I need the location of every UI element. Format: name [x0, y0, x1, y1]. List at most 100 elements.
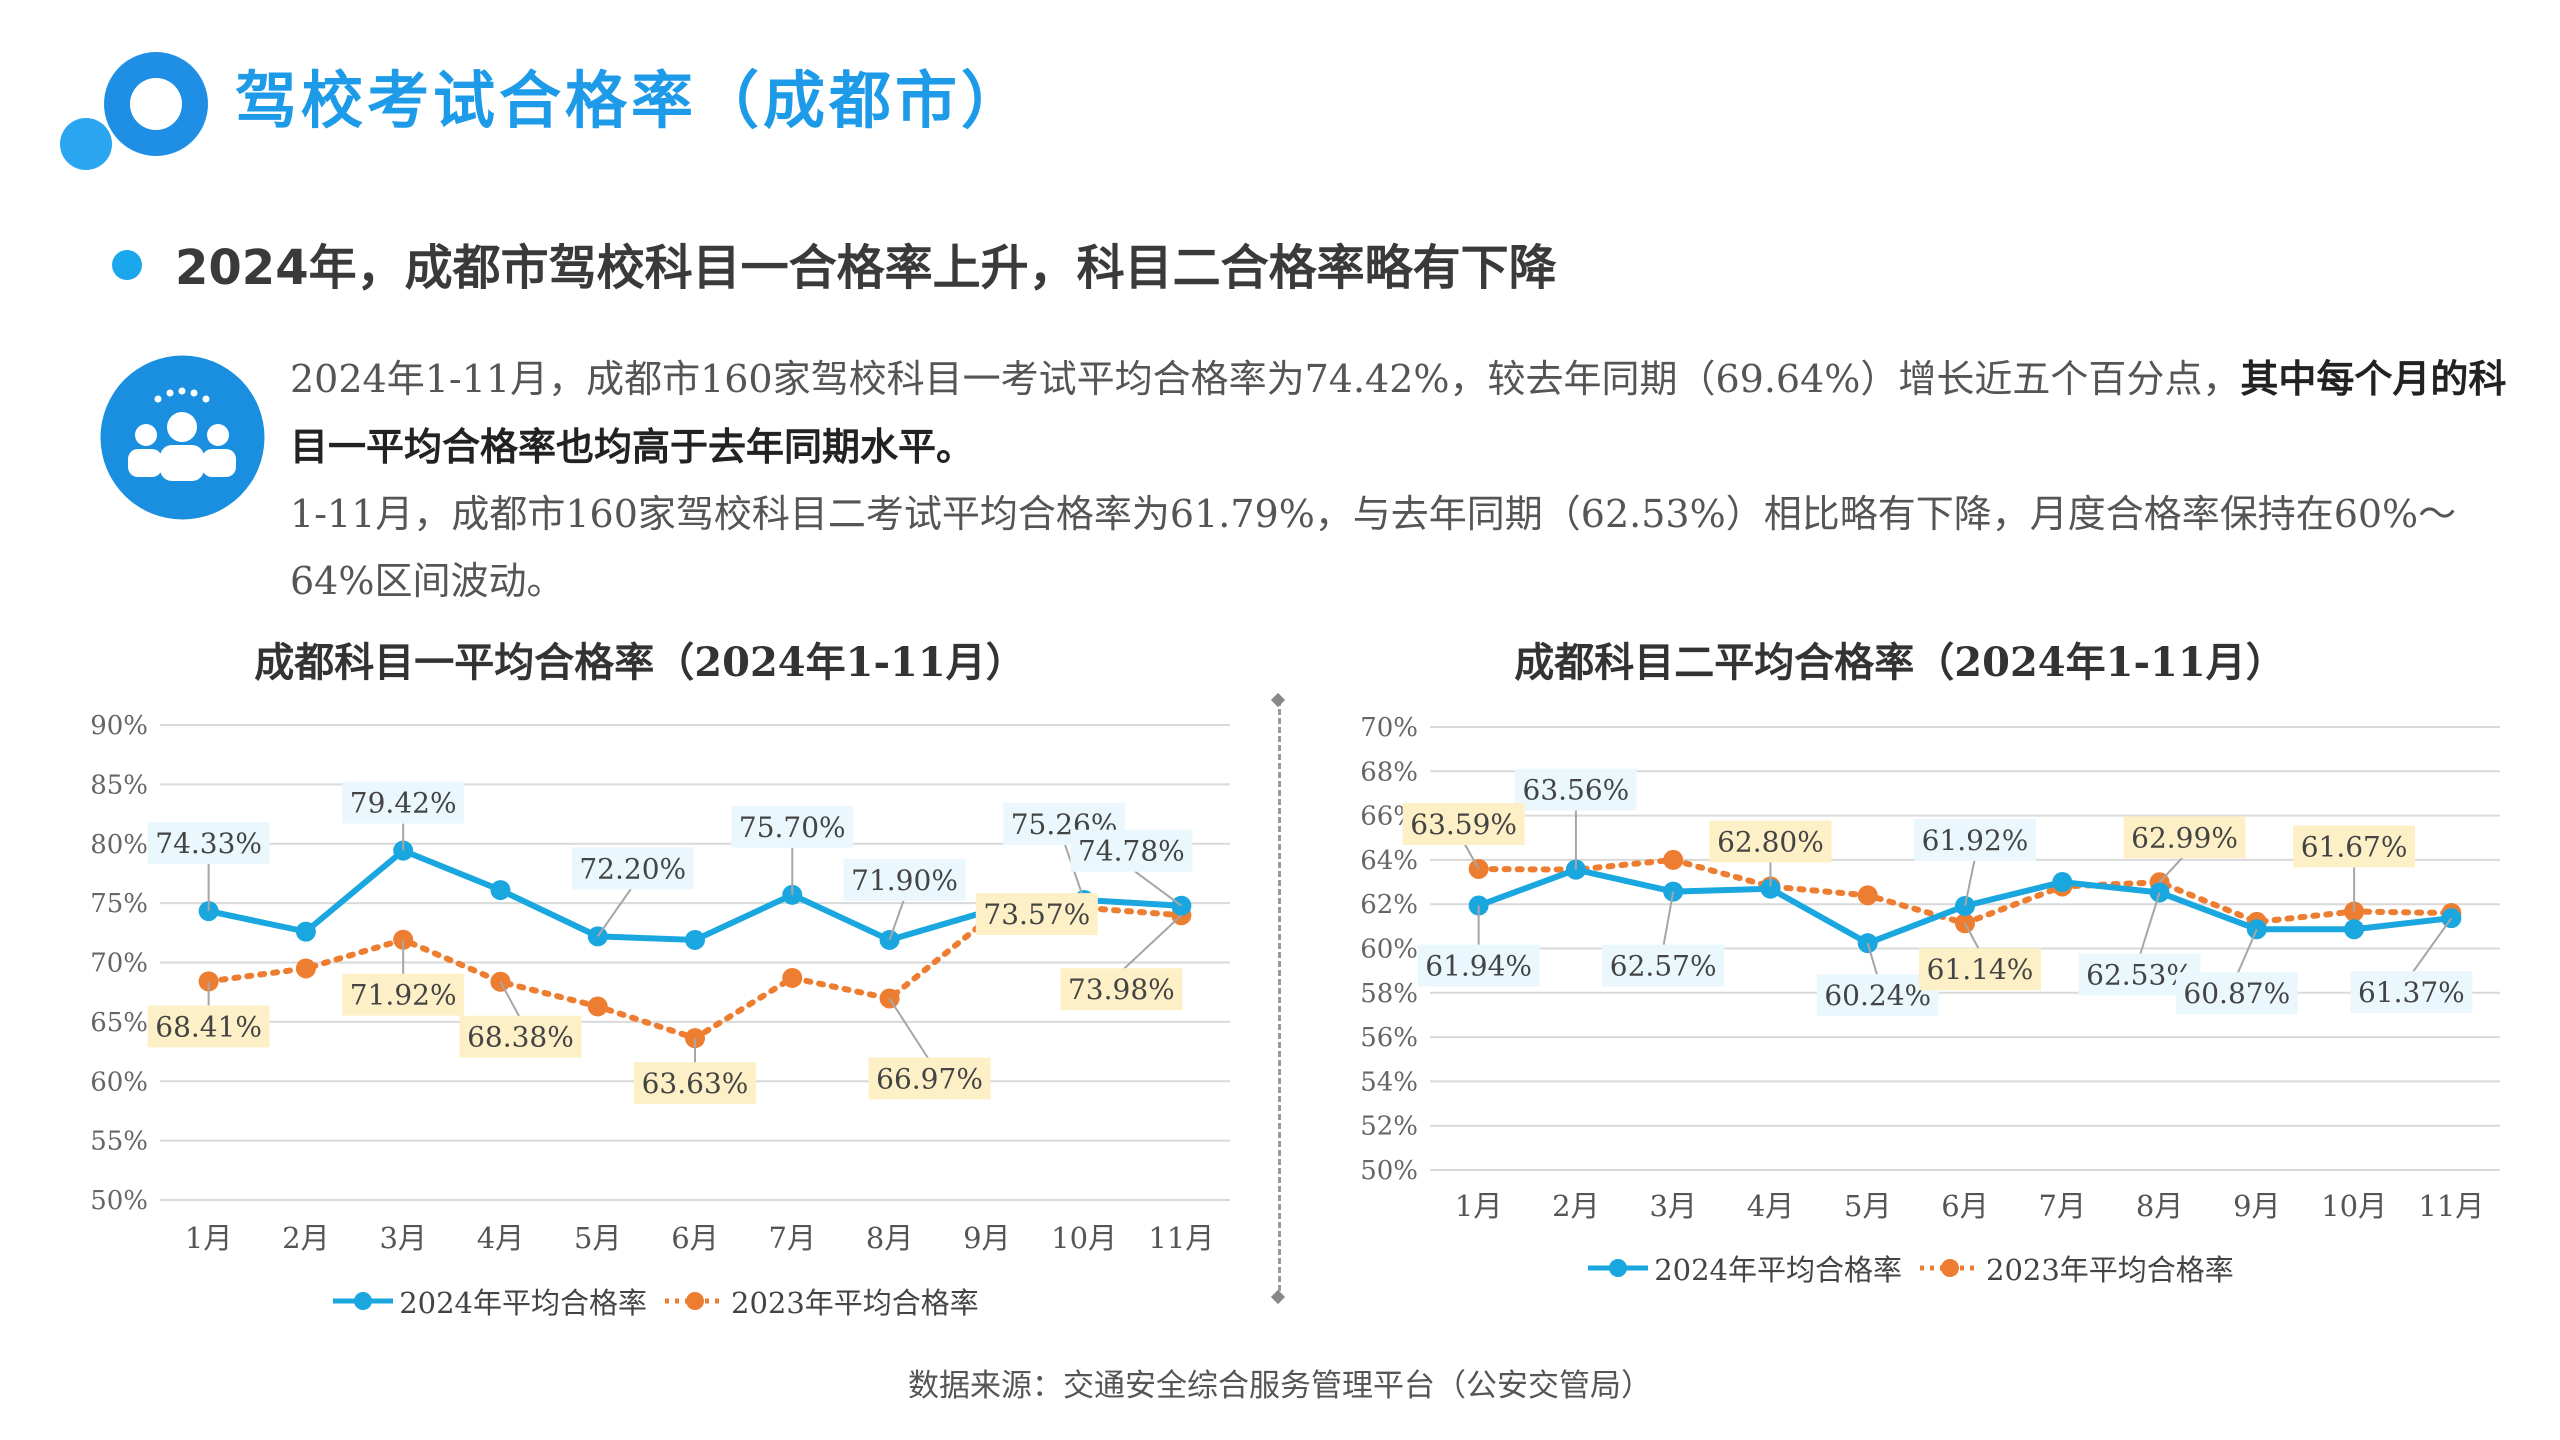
- data-label-bg-2024: [843, 858, 966, 901]
- x-tick-label: 10月: [1051, 1221, 1117, 1255]
- data-label-bg-2024: [731, 805, 854, 848]
- chart-legend: 2024年平均合格率 2023年平均合格率: [60, 1280, 1250, 1322]
- data-point-2023: [198, 971, 219, 992]
- legend-label-2024: 2024年平均合格率: [399, 1286, 647, 1320]
- data-label-2024: 62.53%: [2086, 958, 2193, 991]
- label-leader-line: [1866, 942, 1879, 978]
- chart-title: 成都科目一平均合格率（2024年1-11月）: [254, 639, 1026, 686]
- chart-plot: 50%52%54%56%58%60%62%64%66%68%70%1月 2月 3月 4…: [1360, 713, 2500, 1223]
- chart-title: 成都科目二平均合格率（2024年1-11月）: [1514, 639, 2286, 686]
- data-label-2023: 61.14%: [1927, 953, 2034, 986]
- y-tick-label: 64%: [1360, 846, 1418, 876]
- bullet-dot-icon: [112, 250, 142, 280]
- x-tick-label: 4月: [1747, 1189, 1794, 1223]
- chart-plot: 50% 55% 60% 65% 70% 75% 80% 85% 90% 1月 2月 3月 4月 5月 6月 7…: [90, 711, 1230, 1255]
- data-label-2024: 60.87%: [2183, 977, 2290, 1010]
- data-point-2023: [1663, 849, 1684, 870]
- y-tick-label: 85%: [90, 770, 148, 800]
- data-label-bg-2024: [1417, 944, 1540, 987]
- y-tick-label: 75%: [90, 889, 148, 919]
- x-tick-label: 1月: [185, 1221, 232, 1255]
- label-leader-line: [1964, 922, 1981, 952]
- x-tick-label: 11月: [1148, 1221, 1214, 1255]
- y-tick-label: 70%: [1360, 713, 1418, 743]
- x-tick-label: 7月: [769, 1221, 816, 1255]
- x-tick-label: 7月: [2039, 1189, 2086, 1223]
- description-paragraph-2: 1-11月，成都市160家驾校科目二考试平均合格率为61.79%，与去年同期（6…: [290, 492, 2457, 603]
- label-leader-line: [2158, 854, 2186, 883]
- legend-item-2023: 2023年平均合格率: [663, 1280, 979, 1322]
- data-label-bg-2023: [634, 1062, 756, 1105]
- data-label-bg-2024: [1070, 829, 1193, 872]
- data-label-bg-2024: [2175, 972, 2298, 1015]
- chart-legend: 2024年平均合格率 2023年平均合格率: [1310, 1247, 2510, 1289]
- data-label-bg-2023: [1919, 948, 2041, 991]
- legend-item-2023: 2023年平均合格率: [1918, 1247, 2234, 1289]
- data-point-2024: [2344, 919, 2365, 940]
- data-label-bg-2024: [571, 847, 694, 890]
- data-label-2023: 68.41%: [155, 1010, 262, 1043]
- divider-bottom-marker: [1270, 1289, 1286, 1305]
- label-leader-line: [1130, 867, 1182, 907]
- y-tick-label: 62%: [1360, 890, 1418, 920]
- x-tick-label: 8月: [866, 1221, 913, 1255]
- x-tick-label: 2月: [1552, 1189, 1599, 1223]
- data-label-2024: 60.24%: [1824, 979, 1931, 1012]
- x-tick-label: 3月: [379, 1221, 426, 1255]
- data-label-2024: 61.92%: [1922, 824, 2029, 857]
- data-label-2023: 63.63%: [642, 1067, 749, 1100]
- y-tick-label: 55%: [90, 1127, 148, 1157]
- data-label-2024: 71.90%: [851, 864, 958, 897]
- label-leader-line: [499, 981, 522, 1020]
- x-tick-label: 5月: [1844, 1189, 1891, 1223]
- legend-item-2024: 2024年平均合格率: [1586, 1247, 1902, 1289]
- data-point-2024: [1857, 933, 1878, 954]
- y-tick-label: 52%: [1360, 1112, 1418, 1142]
- data-label-2024: 62.57%: [1610, 950, 1717, 983]
- data-point-2024: [295, 921, 316, 942]
- page-title: 驾校考试合格率（成都市）: [235, 64, 1028, 137]
- legend-line-2023-icon: [665, 1292, 725, 1310]
- brand-logo-icon: [60, 52, 208, 170]
- data-label-bg-2023: [975, 893, 1098, 936]
- y-tick-label: 50%: [1360, 1156, 1418, 1186]
- x-tick-label: 10月: [2321, 1189, 2387, 1223]
- data-label-2023: 62.80%: [1717, 825, 1824, 858]
- data-label-2024: 63.56%: [1523, 774, 1630, 807]
- data-point-2023: [2344, 901, 2365, 922]
- x-tick-label: 3月: [1649, 1189, 1696, 1223]
- data-label-2023: 63.59%: [1410, 808, 1517, 841]
- data-label-bg-2023: [1402, 802, 1525, 845]
- label-leader-line: [1964, 857, 1976, 907]
- data-point-2024: [685, 929, 705, 950]
- x-tick-label: 2月: [282, 1221, 329, 1255]
- y-tick-label: 68%: [1360, 757, 1418, 787]
- divider-top-marker: [1270, 692, 1286, 708]
- people-group-icon: [100, 355, 265, 520]
- data-point-2024: [1663, 881, 1684, 902]
- data-label-2024: 74.33%: [155, 827, 262, 860]
- data-label-bg-2024: [342, 781, 465, 824]
- data-point-2023: [782, 967, 803, 988]
- x-tick-label: 1月: [1455, 1189, 1502, 1223]
- data-label-bg-2023: [1709, 820, 1832, 863]
- y-tick-label: 54%: [1360, 1067, 1418, 1097]
- chart-subject-one: 成都科目一平均合格率（2024年1-11月） 50% 55% 60% 65% 70% 75…: [60, 630, 1250, 1350]
- data-label-2023: 73.57%: [983, 898, 1090, 931]
- legend-label-2024: 2024年平均合格率: [1654, 1253, 1902, 1287]
- data-label-bg-2023: [147, 1005, 270, 1048]
- legend-label-2023: 2023年平均合格率: [1986, 1253, 2234, 1287]
- x-tick-label: 6月: [671, 1221, 718, 1255]
- legend-label-2023: 2023年平均合格率: [731, 1286, 979, 1320]
- data-label-bg-2023: [2293, 825, 2416, 868]
- x-tick-label: 6月: [1941, 1189, 1988, 1223]
- data-label-bg-2023: [459, 1015, 582, 1058]
- label-leader-line: [596, 885, 634, 937]
- legend-line-2024-icon: [1588, 1259, 1649, 1277]
- x-tick-label: 9月: [963, 1221, 1010, 1255]
- data-label-2023: 61.67%: [2301, 831, 2408, 864]
- data-label-2023: 73.98%: [1068, 973, 1175, 1006]
- data-label-bg-2023: [2123, 816, 2246, 859]
- y-tick-label: 70%: [90, 949, 148, 979]
- data-label-bg-2024: [1602, 944, 1725, 987]
